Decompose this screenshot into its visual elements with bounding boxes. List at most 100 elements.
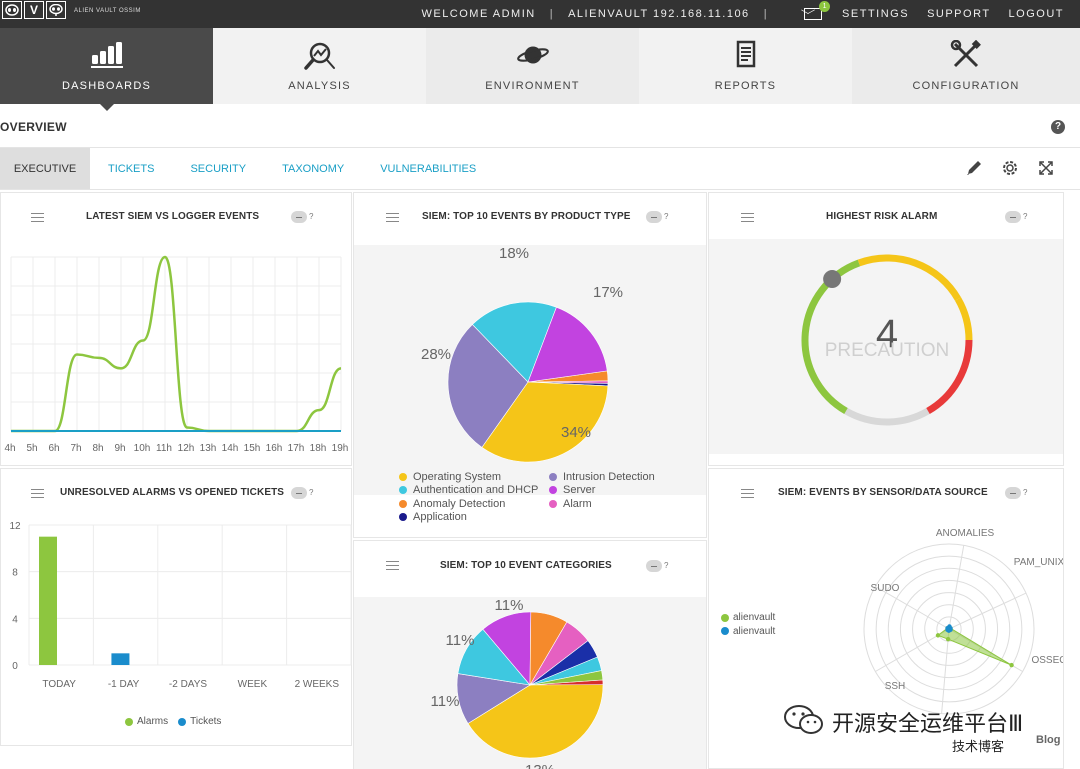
- legend-item[interactable]: Application: [399, 511, 549, 525]
- menu-reports[interactable]: REPORTS: [639, 28, 852, 104]
- panel-header: SIEM: TOP 10 EVENTS BY PRODUCT TYPE ?: [354, 193, 706, 239]
- legend-dot: [399, 486, 407, 495]
- radar-ring: [924, 604, 974, 654]
- legend-item[interactable]: alienvault: [721, 625, 775, 639]
- radar-axis: [941, 628, 950, 714]
- fullscreen-icon[interactable]: [1036, 158, 1056, 178]
- menu-icon[interactable]: [386, 561, 399, 570]
- bar-legend: Alarms Tickets: [125, 715, 221, 729]
- pie2-slice-9: [529, 670, 604, 686]
- radar-chart: ANOMALIES PAM_UNIX OSSEC SSH SUDO: [863, 528, 1063, 715]
- panel-help[interactable]: ?: [309, 488, 314, 497]
- legend-dot: [549, 472, 557, 481]
- legend-dot: [125, 717, 133, 726]
- pencil-icon[interactable]: [964, 158, 984, 178]
- pie2-pct-label: 13%: [525, 762, 555, 769]
- menu-icon[interactable]: [31, 489, 44, 498]
- radar-point: [945, 625, 950, 631]
- panel-help[interactable]: ?: [309, 212, 314, 221]
- dashboard-tabs: EXECUTIVE TICKETS SECURITY TAXONOMY VULN…: [0, 148, 1080, 190]
- menu-dashboards[interactable]: DASHBOARDS: [0, 28, 213, 111]
- tab-taxonomy[interactable]: TAXONOMY: [282, 162, 345, 175]
- radar-axis-label: SUDO: [871, 583, 900, 594]
- watermark-title: 开源安全运维平台Ⅲ: [832, 712, 1024, 737]
- support-link[interactable]: SUPPORT: [927, 8, 991, 20]
- menu-icon[interactable]: [386, 213, 399, 222]
- bar-chart-icon: [90, 42, 123, 68]
- pie2-pct-label: 11%: [446, 632, 475, 649]
- page-title: OVERVIEW: [0, 120, 67, 134]
- gauge-yellow: [857, 254, 962, 301]
- watermark-blog: Blog: [1036, 734, 1061, 746]
- minimize-toggle[interactable]: ?: [291, 487, 319, 499]
- legend-dot: [399, 499, 407, 508]
- menu-environment[interactable]: ENVIRONMENT: [426, 28, 639, 104]
- panel-title: SIEM: TOP 10 EVENT CATEGORIES: [440, 560, 612, 571]
- x-tick-label: -1 DAY: [108, 679, 140, 690]
- minimize-toggle[interactable]: ?: [291, 211, 319, 223]
- welcome-text: WELCOME ADMIN: [421, 8, 536, 20]
- panel-risk-alarm: HIGHEST RISK ALARM ? 4 PRECAUTION: [708, 192, 1064, 466]
- radar-axis-label: ANOMALIES: [936, 528, 995, 539]
- menu-label: ENVIRONMENT: [485, 80, 580, 92]
- x-tick-label: TODAY: [42, 679, 76, 690]
- x-tick-label: -2 DAYS: [169, 679, 207, 690]
- logout-link[interactable]: LOGOUT: [1008, 8, 1064, 20]
- host-text: ALIENVAULT 192.168.11.106: [568, 8, 750, 20]
- radar-ring: [912, 592, 986, 666]
- panel-sensor-source: SIEM: EVENTS BY SENSOR/DATA SOURCE ? ali…: [708, 468, 1064, 769]
- panel-title: SIEM: TOP 10 EVENTS BY PRODUCT TYPE: [422, 211, 631, 222]
- minimize-toggle[interactable]: ?: [646, 560, 674, 572]
- legend-item[interactable]: alienvault: [721, 611, 775, 625]
- legend-item-alarms[interactable]: Alarms: [125, 715, 168, 729]
- panel-help[interactable]: ?: [1023, 212, 1028, 221]
- menu-configuration[interactable]: CONFIGURATION: [852, 28, 1080, 104]
- panel-help[interactable]: ?: [664, 561, 669, 570]
- main-menu: DASHBOARDS ANALYSIS ENVIRONMENT REPORTS: [0, 28, 1080, 111]
- x-tick-label: 15h: [244, 443, 261, 454]
- legend-item[interactable]: Operating System: [399, 470, 549, 484]
- radar-axis-label: SSH: [885, 681, 906, 692]
- x-tick-label: 19h: [332, 443, 349, 454]
- menu-icon[interactable]: [31, 213, 44, 222]
- minimize-toggle[interactable]: ?: [1005, 487, 1033, 499]
- tab-security[interactable]: SECURITY: [190, 162, 247, 175]
- panel-header: SIEM: TOP 10 EVENT CATEGORIES ?: [354, 541, 706, 587]
- radar-point: [1009, 662, 1014, 668]
- radar-axis-label: OSSEC: [1031, 655, 1063, 666]
- tab-executive[interactable]: EXECUTIVE: [0, 148, 90, 189]
- minimize-toggle[interactable]: ?: [646, 211, 674, 223]
- legend-dot: [721, 627, 729, 636]
- menu-icon[interactable]: [741, 489, 754, 498]
- pie-chart-product-type: 18% 17% 28% 34%: [421, 245, 623, 463]
- minimize-toggle[interactable]: ?: [1005, 211, 1033, 223]
- nav-separator: |: [549, 8, 555, 20]
- radar-axis: [875, 586, 950, 630]
- legend-item[interactable]: Intrusion Detection: [549, 470, 655, 484]
- mail-icon[interactable]: 1: [804, 1, 831, 20]
- legend-dot: [399, 472, 407, 481]
- legend-item-tickets[interactable]: Tickets: [178, 715, 221, 729]
- panel-event-categories: SIEM: TOP 10 EVENT CATEGORIES ? 11% 11% 11…: [353, 540, 707, 769]
- alienvault-logo[interactable]: V ALIEN VAULT OSSIM: [2, 1, 141, 19]
- gauge-marker: [823, 270, 842, 289]
- panel-product-type: SIEM: TOP 10 EVENTS BY PRODUCT TYPE ? 18…: [353, 192, 707, 538]
- legend-item[interactable]: Alarm: [549, 497, 655, 511]
- gear-icon[interactable]: [1000, 158, 1020, 178]
- panel-help[interactable]: ?: [664, 212, 669, 221]
- panel-help[interactable]: ?: [1023, 488, 1028, 497]
- logo-alien-icon: [2, 1, 22, 19]
- tab-vulnerabilities[interactable]: VULNERABILITIES: [380, 162, 477, 175]
- settings-link[interactable]: SETTINGS: [842, 8, 910, 20]
- menu-analysis[interactable]: ANALYSIS: [213, 28, 426, 104]
- legend-item[interactable]: Authentication and DHCP: [399, 484, 549, 498]
- tab-tickets[interactable]: TICKETS: [108, 162, 155, 175]
- tab-tools: [964, 158, 1056, 178]
- legend-item[interactable]: Anomaly Detection: [399, 497, 549, 511]
- help-icon[interactable]: ?: [1051, 120, 1065, 134]
- pie1-pct-label: 34%: [561, 424, 591, 441]
- menu-icon[interactable]: [741, 213, 754, 222]
- panel-title: UNRESOLVED ALARMS VS OPENED TICKETS: [60, 487, 285, 498]
- legend-item[interactable]: Server: [549, 484, 655, 498]
- legend-dot: [549, 486, 557, 495]
